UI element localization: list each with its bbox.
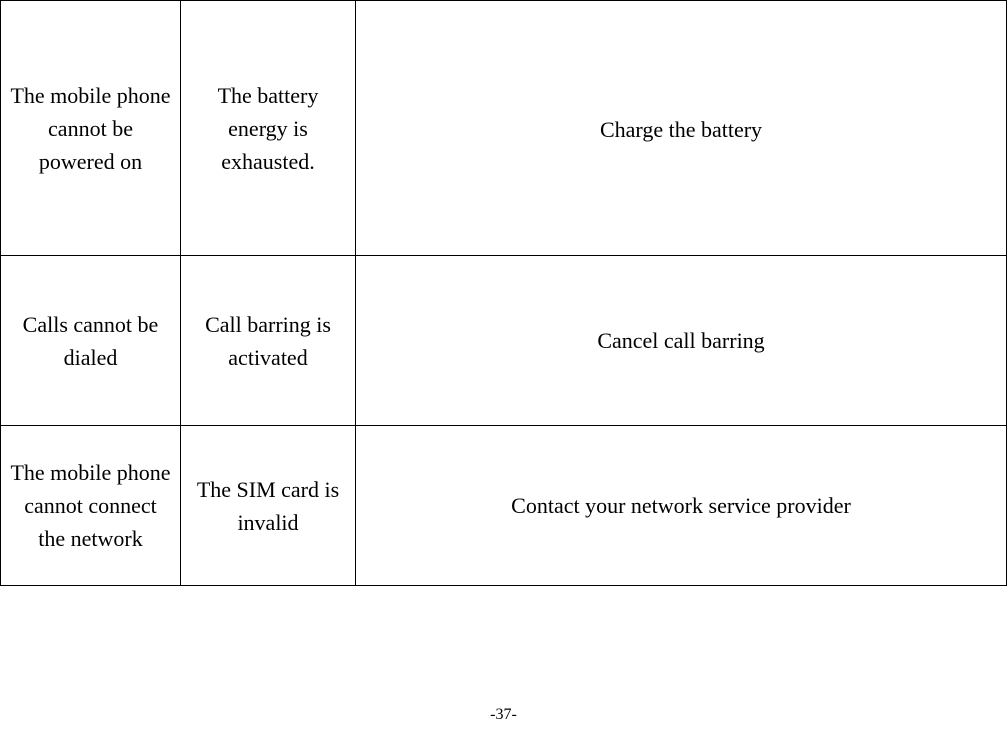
cell-cause: The battery energy is exhausted. <box>181 1 356 256</box>
troubleshooting-table: The mobile phone cannot be powered on Th… <box>0 0 1007 586</box>
page-number: -37- <box>0 706 1007 724</box>
cell-solution: Contact your network service provider <box>356 426 1007 586</box>
cell-solution: Cancel call barring <box>356 256 1007 426</box>
cell-problem: The mobile phone cannot connect the netw… <box>1 426 181 586</box>
table-row: Calls cannot be dialed Call barring is a… <box>1 256 1007 426</box>
table-row: The mobile phone cannot connect the netw… <box>1 426 1007 586</box>
cell-problem: The mobile phone cannot be powered on <box>1 1 181 256</box>
table-row: The mobile phone cannot be powered on Th… <box>1 1 1007 256</box>
cell-cause: The SIM card is invalid <box>181 426 356 586</box>
cell-solution: Charge the battery <box>356 1 1007 256</box>
cell-problem: Calls cannot be dialed <box>1 256 181 426</box>
cell-cause: Call barring is activated <box>181 256 356 426</box>
